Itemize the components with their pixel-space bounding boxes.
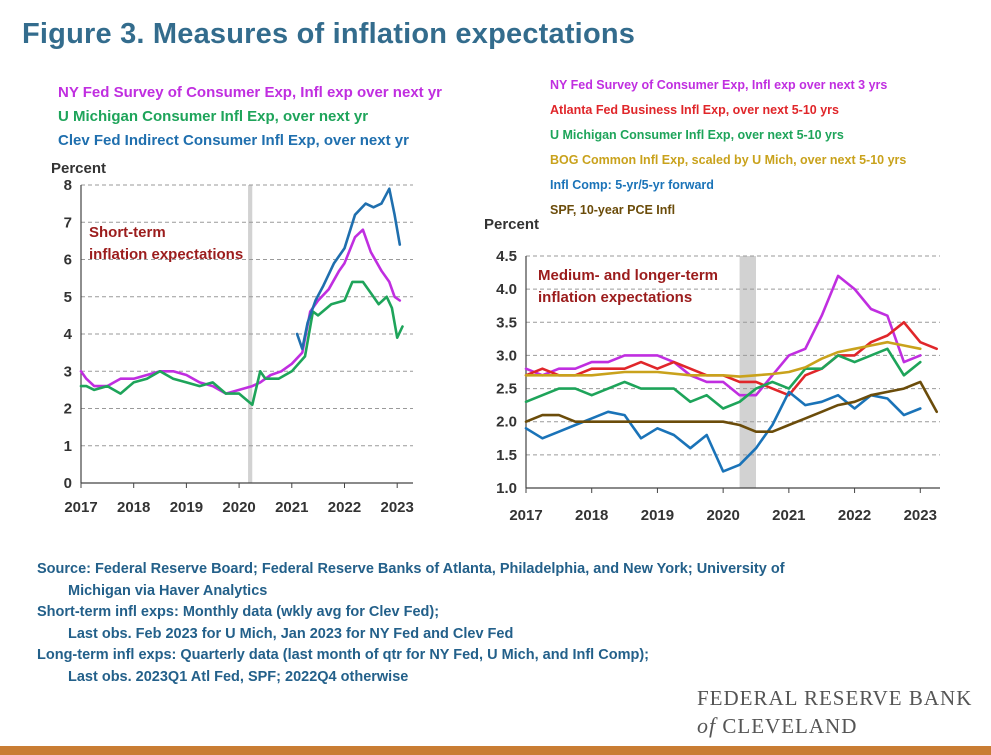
long-x-tick-label: 2020 (706, 507, 739, 524)
long-series-line-umich (524, 347, 922, 410)
long-x-tick-label: 2022 (838, 507, 871, 524)
short-x-tick-label: 2019 (170, 499, 203, 516)
long-legend-entry: Infl Comp: 5-yr/5-yr forward (550, 178, 714, 192)
short-annotation: inflation expectations (89, 246, 243, 263)
short-x-tick-label: 2021 (275, 499, 308, 516)
short-y-tick-label: 7 (64, 214, 72, 231)
long-y-tick-label: 3.5 (496, 314, 517, 331)
long-y-tick-label: 1.5 (496, 447, 517, 464)
long-series-line-atl (524, 321, 938, 397)
short-y-tick-label: 8 (64, 177, 72, 194)
long-legend-entry: U Michigan Consumer Infl Exp, over next … (550, 128, 844, 142)
long-term-note: Long-term infl exps: Quarterly data (las… (37, 647, 649, 663)
long-series-line-infl_comp (524, 390, 922, 473)
long-legend-entry: Atlanta Fed Business Infl Exp, over next… (550, 103, 839, 117)
short-y-tick-label: 0 (64, 475, 72, 492)
figure-title: Figure 3. Measures of inflation expectat… (22, 18, 636, 50)
long-term-last-obs: Last obs. 2023Q1 Atl Fed, SPF; 2022Q4 ot… (68, 668, 409, 685)
long-series-line-spf (524, 380, 938, 433)
short-y-tick-label: 6 (64, 252, 72, 269)
short-annotation: Short-term (89, 224, 166, 241)
logo-line-1: FEDERAL RESERVE BANK (697, 686, 973, 710)
long-annotation: inflation expectations (538, 289, 692, 306)
short-term-chart: 0 1 2 3 4 5 6 7 8 2017 2018 2019 2020 2021 2022 2023 Per… (51, 84, 442, 516)
frb-cleveland-logo: FEDERAL RESERVE BANK of CLEVELAND (697, 686, 972, 739)
long-x-tick-label: 2018 (575, 507, 608, 524)
short-y-tick-label: 1 (64, 438, 72, 455)
short-x-tick-label: 2022 (328, 499, 361, 516)
long-y-tick-label: 2.0 (496, 414, 517, 431)
long-legend-entry: NY Fed Survey of Consumer Exp, Infl exp … (550, 78, 887, 92)
short-y-tick-label: 5 (64, 289, 72, 306)
long-y-tick-label: 3.0 (496, 347, 517, 364)
long-series-line-bog (524, 340, 922, 378)
logo-of: of (697, 713, 717, 738)
short-y-axis-unit: Percent (51, 160, 106, 177)
short-x-tick-label: 2023 (381, 499, 414, 516)
long-y-tick-label: 4.0 (496, 281, 517, 298)
source-notes: Source: Federal Reserve Board; Federal R… (37, 559, 937, 688)
short-legend-entry: NY Fed Survey of Consumer Exp, Infl exp … (58, 84, 442, 101)
long-x-tick-label: 2019 (641, 507, 674, 524)
long-term-chart: 1.0 1.5 2.0 2.5 3.0 3.5 4.0 4.5 2017 2018 2019 2020… (484, 78, 940, 524)
long-y-tick-label: 1.0 (496, 480, 517, 497)
short-term-last-obs: Last obs. Feb 2023 for U Mich, Jan 2023 … (68, 625, 514, 642)
short-series-line-umich (79, 280, 404, 407)
long-series-line-nyfed (524, 274, 922, 397)
footer-bar (0, 746, 991, 755)
logo-line-2: of CLEVELAND (697, 713, 972, 739)
long-x-tick-label: 2023 (904, 507, 937, 524)
long-y-axis-unit: Percent (484, 216, 539, 233)
short-legend-entry: U Michigan Consumer Infl Exp, over next … (58, 108, 368, 125)
short-y-tick-label: 4 (64, 326, 73, 343)
short-y-tick-label: 2 (64, 401, 72, 418)
short-y-tick-label: 3 (64, 363, 72, 380)
short-series-line-clev (295, 187, 402, 351)
long-y-tick-label: 2.5 (496, 381, 517, 398)
long-legend-entry: SPF, 10-year PCE Infl (550, 203, 675, 217)
long-recession-band (739, 256, 756, 488)
short-term-note: Short-term infl exps: Monthly data (wkly… (37, 604, 440, 620)
short-legend-entry: Clev Fed Indirect Consumer Infl Exp, ove… (58, 132, 409, 149)
short-x-tick-label: 2017 (64, 499, 97, 516)
source-line-1: Source: Federal Reserve Board; Federal R… (37, 561, 785, 577)
logo-city: CLEVELAND (722, 714, 858, 738)
long-x-tick-label: 2021 (772, 507, 805, 524)
long-x-tick-label: 2017 (509, 507, 542, 524)
long-legend-entry: BOG Common Infl Exp, scaled by U Mich, o… (550, 153, 906, 167)
short-x-tick-label: 2020 (222, 499, 255, 516)
long-y-tick-label: 4.5 (496, 248, 517, 265)
short-x-tick-label: 2018 (117, 499, 150, 516)
source-line-2: Michigan via Haver Analytics (68, 582, 268, 599)
long-annotation: Medium- and longer-term (538, 267, 718, 284)
